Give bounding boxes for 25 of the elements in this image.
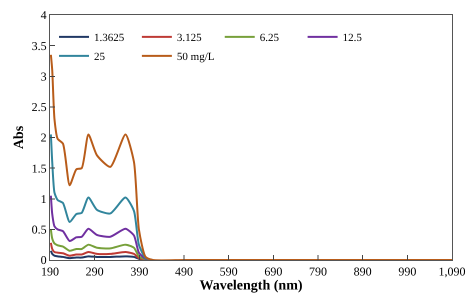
x-tick-label: 290: [86, 264, 104, 278]
y-tick-label: 4: [40, 8, 47, 22]
x-tick-label: 990: [398, 264, 416, 278]
y-tick-label: 2.5: [32, 100, 47, 114]
y-tick-label: 2: [40, 130, 47, 145]
x-tick-label: 590: [220, 264, 238, 278]
legend-label: 25: [94, 51, 106, 64]
y-tick-label: 3.5: [32, 38, 47, 53]
y-tick-label: 1.5: [32, 161, 47, 176]
legend-label: 12.5: [342, 32, 362, 44]
x-tick-label: 390: [130, 264, 148, 278]
y-tick-label: 1: [40, 192, 47, 206]
x-tick-label: 690: [264, 264, 282, 278]
legend-label: 3.125: [176, 32, 202, 44]
x-axis-title: Wavelength (nm): [199, 278, 303, 294]
y-tick-label: 0.5: [32, 222, 47, 237]
legend-label: 1.3625: [94, 32, 125, 44]
x-tick-label: 1,090: [438, 264, 466, 278]
legend-label: 6.25: [260, 32, 280, 44]
x-tick-label: 490: [175, 264, 193, 278]
legend-label: 50 mg/L: [176, 51, 215, 64]
x-tick-label: 790: [309, 264, 327, 278]
y-axis-title: Abs: [12, 125, 28, 150]
x-tick-label: 890: [354, 264, 372, 278]
y-tick-label: 3: [40, 69, 47, 84]
